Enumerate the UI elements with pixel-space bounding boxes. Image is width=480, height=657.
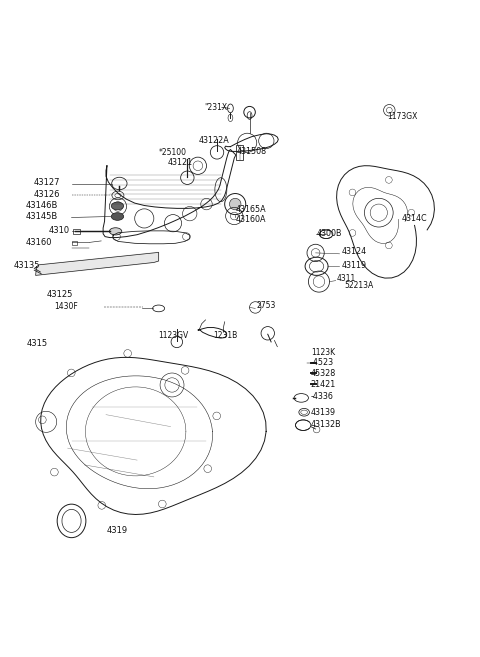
Text: 4311: 4311 bbox=[336, 274, 356, 283]
Text: 43165A: 43165A bbox=[235, 205, 266, 214]
Bar bbox=[73, 229, 80, 234]
Ellipse shape bbox=[111, 202, 124, 210]
Text: 431508: 431508 bbox=[236, 147, 266, 156]
Text: 2753: 2753 bbox=[256, 301, 276, 310]
Text: 43124: 43124 bbox=[341, 248, 367, 256]
Text: 43125: 43125 bbox=[46, 290, 72, 298]
Text: 4310: 4310 bbox=[48, 227, 70, 235]
Text: 43146B: 43146B bbox=[25, 201, 58, 210]
Bar bbox=[236, 145, 243, 160]
Text: 1430F: 1430F bbox=[54, 302, 78, 311]
Text: 21421: 21421 bbox=[311, 380, 336, 388]
Text: 43126: 43126 bbox=[33, 190, 60, 199]
Text: 1231B: 1231B bbox=[214, 331, 238, 340]
Text: 43132B: 43132B bbox=[311, 420, 341, 429]
Polygon shape bbox=[36, 252, 158, 275]
Text: 4314C: 4314C bbox=[402, 214, 427, 223]
Text: 43127: 43127 bbox=[33, 178, 60, 187]
Text: 1123K: 1123K bbox=[311, 348, 335, 357]
Text: 1173GX: 1173GX bbox=[387, 112, 418, 121]
Text: 52213A: 52213A bbox=[344, 281, 373, 290]
Text: 1123GV: 1123GV bbox=[158, 331, 189, 340]
Text: 45328: 45328 bbox=[311, 369, 336, 378]
Text: 43139: 43139 bbox=[311, 408, 336, 417]
Circle shape bbox=[229, 198, 241, 210]
Text: 43160A: 43160A bbox=[235, 215, 266, 224]
Text: "231X: "231X bbox=[204, 103, 227, 112]
Text: 43122A: 43122A bbox=[198, 136, 229, 145]
Text: -4523: -4523 bbox=[311, 359, 334, 367]
Text: 4319: 4319 bbox=[107, 526, 128, 535]
Text: 43160: 43160 bbox=[25, 238, 52, 247]
Text: 4300B: 4300B bbox=[317, 229, 342, 238]
Text: *25100: *25100 bbox=[158, 148, 187, 157]
Bar bbox=[72, 241, 77, 245]
Text: 43145B: 43145B bbox=[25, 212, 58, 221]
Text: 4315: 4315 bbox=[27, 339, 48, 348]
Text: 43119: 43119 bbox=[341, 261, 367, 270]
Text: 43135: 43135 bbox=[14, 261, 41, 270]
Ellipse shape bbox=[111, 213, 124, 220]
Ellipse shape bbox=[109, 228, 122, 235]
Text: 43121: 43121 bbox=[167, 158, 192, 168]
Text: -4336: -4336 bbox=[311, 392, 334, 401]
